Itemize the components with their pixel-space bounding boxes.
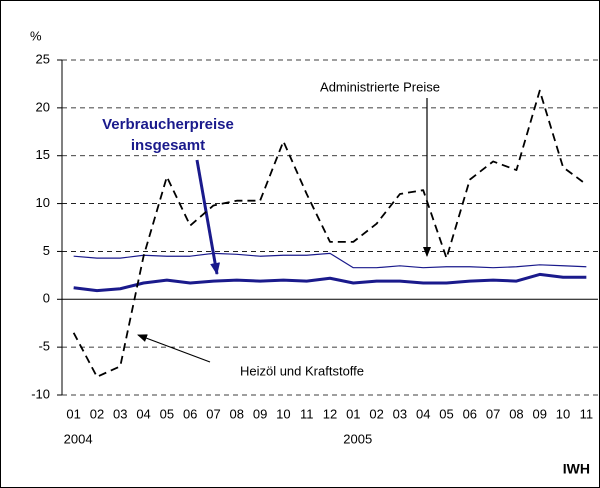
arrow — [195, 159, 221, 275]
x-tick-label: 10 — [556, 406, 570, 421]
x-tick-label: 04 — [136, 406, 150, 421]
annotation: insgesamt — [131, 137, 205, 154]
y-tick-label: 20 — [36, 99, 50, 114]
x-group-label: 2005 — [343, 431, 372, 446]
x-tick-label: 04 — [416, 406, 430, 421]
x-tick-label: 06 — [463, 406, 477, 421]
x-tick-label: 01 — [346, 406, 360, 421]
x-tick-label: 03 — [113, 406, 127, 421]
annotation: Heizöl und Kraftstoffe — [240, 363, 364, 378]
series-line — [73, 272, 587, 293]
x-tick-label: 09 — [533, 406, 547, 421]
x-tick-label: 05 — [160, 406, 174, 421]
x-tick-label: 09 — [253, 406, 267, 421]
x-tick-label: 07 — [206, 406, 220, 421]
series-line — [72, 89, 587, 378]
x-tick-label: 07 — [486, 406, 500, 421]
x-tick-label: 05 — [439, 406, 453, 421]
x-tick-label: 08 — [509, 406, 523, 421]
annotation: Administrierte Preise — [320, 79, 440, 94]
x-tick-label: 01 — [66, 406, 80, 421]
x-tick-label: 06 — [183, 406, 197, 421]
source: IWH — [563, 461, 590, 477]
series-line — [73, 252, 587, 269]
y-unit: % — [30, 28, 42, 43]
y-tick-label: -10 — [31, 386, 50, 401]
y-tick-label: -5 — [38, 339, 50, 354]
x-tick-label: 10 — [276, 406, 290, 421]
x-tick-label: 02 — [90, 406, 104, 421]
x-tick-label: 12 — [323, 406, 337, 421]
y-tick-label: 25 — [36, 51, 50, 66]
y-tick-label: 10 — [36, 195, 50, 210]
y-tick-label: 5 — [43, 243, 50, 258]
x-group-label: 2004 — [64, 431, 93, 446]
y-tick-label: 15 — [36, 147, 50, 162]
x-tick-label: 08 — [230, 406, 244, 421]
annotation: Verbraucherpreise — [102, 116, 234, 133]
x-tick-label: 02 — [369, 406, 383, 421]
x-tick-label: 03 — [393, 406, 407, 421]
x-tick-label: 11 — [580, 406, 594, 421]
x-tick-label: 11 — [300, 406, 314, 421]
y-tick-label: 0 — [43, 291, 50, 306]
arrow — [137, 334, 211, 363]
